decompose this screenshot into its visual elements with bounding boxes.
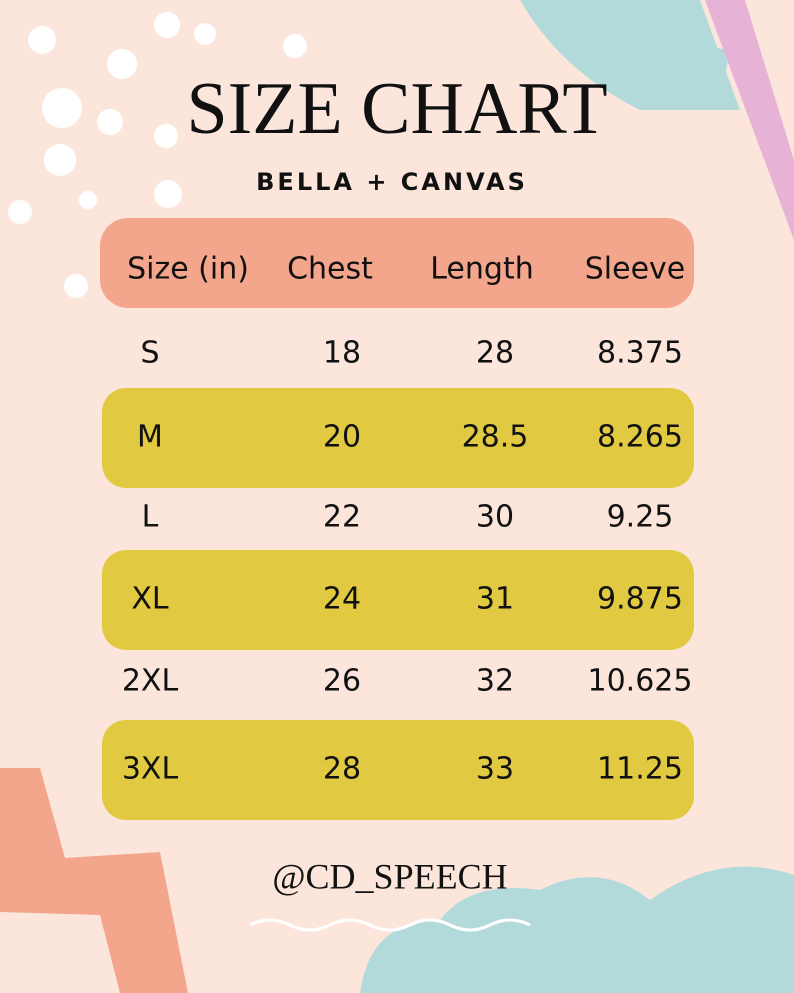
- cell: S: [140, 336, 159, 371]
- column-header: Sleeve: [585, 252, 686, 287]
- cell: 2XL: [122, 664, 179, 699]
- cell: 9.25: [607, 500, 674, 535]
- row-band: [102, 388, 694, 488]
- cell: 24: [323, 582, 361, 617]
- wave: [249, 918, 531, 932]
- header-band: [100, 218, 694, 308]
- cell: L: [142, 500, 159, 535]
- cell: 28: [323, 752, 361, 787]
- row-band: [102, 550, 694, 650]
- table: Size (in) Chest Length Sleeve S 18 28 8.375 M 20 2…: [102, 252, 694, 820]
- cell: M: [137, 420, 163, 455]
- salmon-zigzag: [0, 768, 188, 993]
- cell: 22: [323, 500, 361, 535]
- teal-shape: [520, 0, 740, 110]
- column-header: Size (in): [127, 252, 249, 287]
- teal-clouds: [360, 866, 794, 993]
- column-header: Length: [430, 252, 533, 287]
- cell: 3XL: [122, 752, 179, 787]
- cell: 26: [323, 664, 361, 699]
- cell: 11.25: [597, 752, 683, 787]
- handle: @CD_SPEECH: [272, 856, 507, 896]
- cell: 8.375: [597, 336, 683, 371]
- cell: 18: [323, 336, 361, 371]
- cell: 28: [476, 336, 514, 371]
- cell: 30: [476, 500, 514, 535]
- subtitle: BELLA + CANVAS: [256, 168, 528, 196]
- cell: 8.265: [597, 420, 683, 455]
- cell: 20: [323, 420, 361, 455]
- cell: XL: [131, 582, 169, 617]
- pink-stripe: [705, 0, 794, 240]
- column-header: Chest: [287, 252, 373, 287]
- cell: 33: [476, 752, 514, 787]
- cell: 9.875: [597, 582, 683, 617]
- row-band: [102, 720, 694, 820]
- title: SIZE CHART: [186, 68, 607, 150]
- cell: 28.5: [462, 420, 529, 455]
- dots: [8, 12, 307, 298]
- cell: 32: [476, 664, 514, 699]
- cell: 31: [476, 582, 514, 617]
- cell: 10.625: [588, 664, 693, 699]
